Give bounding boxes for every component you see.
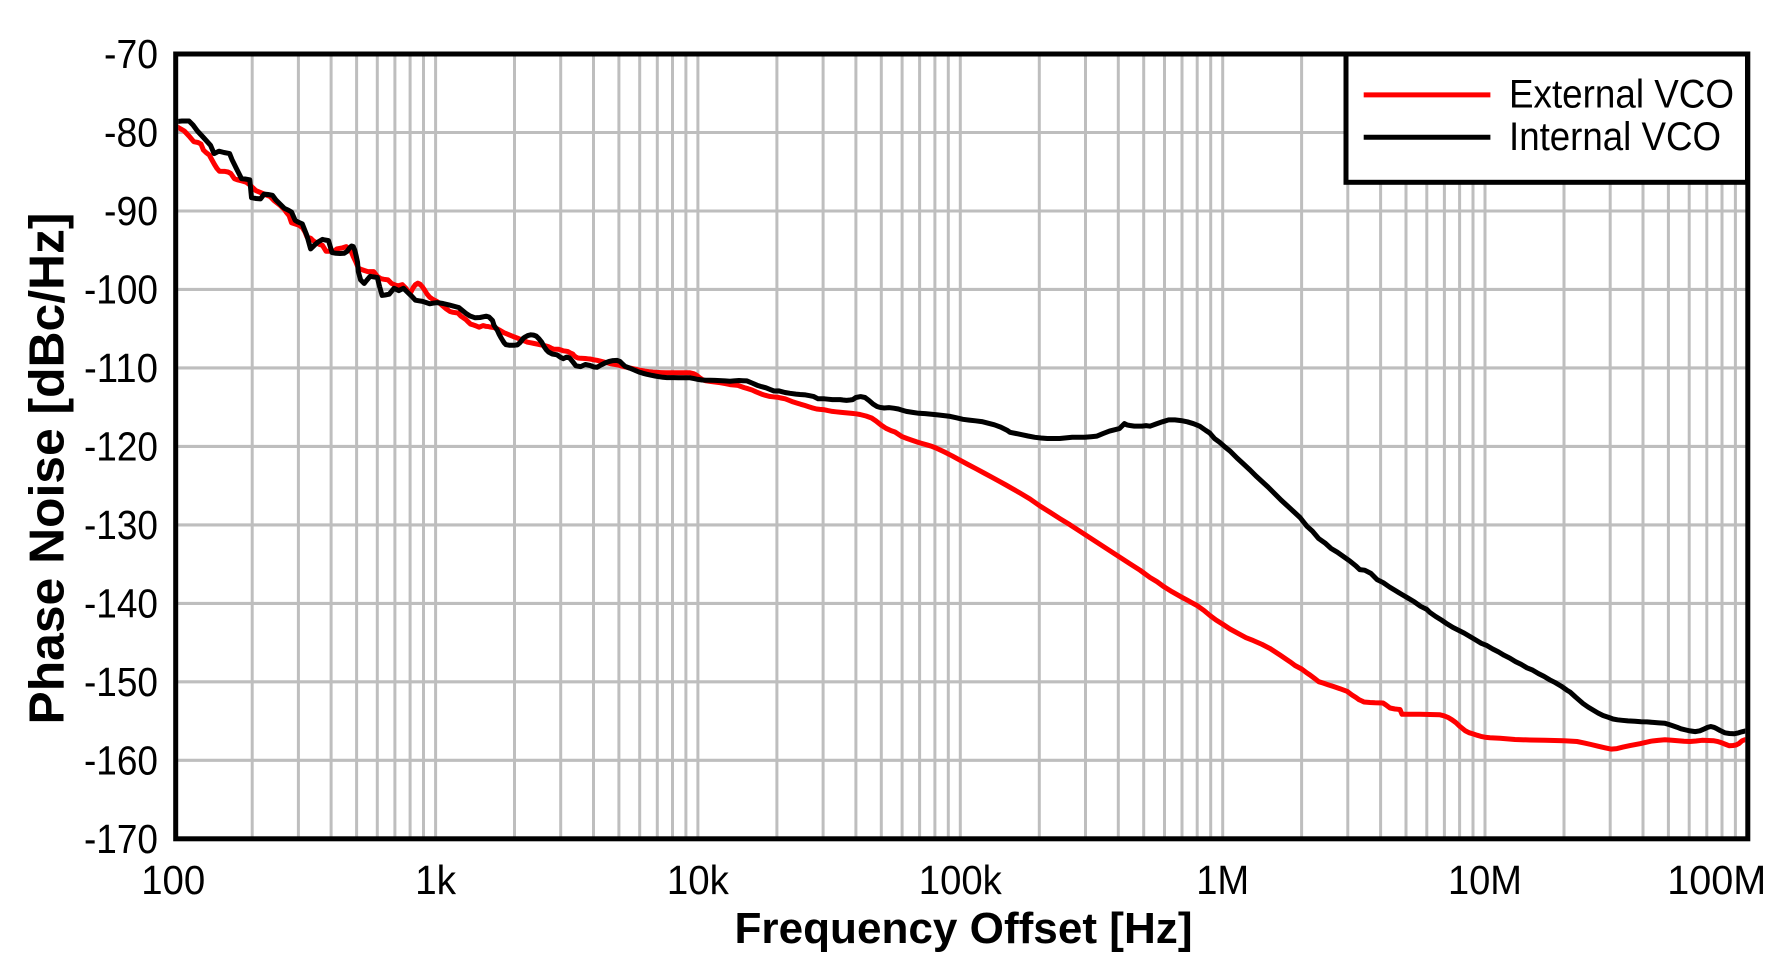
svg-text:External VCO: External VCO [1509, 73, 1734, 117]
svg-text:100: 100 [141, 857, 205, 903]
svg-text:-140: -140 [84, 581, 158, 627]
svg-text:-90: -90 [104, 188, 158, 234]
svg-text:100M: 100M [1667, 857, 1766, 903]
svg-text:1k: 1k [415, 857, 456, 903]
svg-text:100k: 100k [919, 857, 1002, 903]
svg-text:-150: -150 [84, 659, 158, 705]
svg-text:-110: -110 [84, 345, 158, 391]
svg-text:-80: -80 [104, 110, 158, 156]
svg-text:-170: -170 [84, 816, 158, 862]
svg-text:1M: 1M [1196, 857, 1249, 903]
svg-text:10k: 10k [667, 857, 729, 903]
svg-text:Internal VCO: Internal VCO [1509, 115, 1721, 159]
svg-text:Phase Noise [dBc/Hz]: Phase Noise [dBc/Hz] [20, 213, 75, 725]
svg-text:-100: -100 [84, 267, 158, 313]
svg-text:10M: 10M [1448, 857, 1522, 903]
svg-text:-130: -130 [84, 502, 158, 548]
svg-text:-120: -120 [84, 424, 158, 470]
svg-text:-160: -160 [84, 738, 158, 784]
svg-text:Frequency Offset [Hz]: Frequency Offset [Hz] [735, 904, 1193, 953]
svg-text:-70: -70 [104, 31, 158, 77]
